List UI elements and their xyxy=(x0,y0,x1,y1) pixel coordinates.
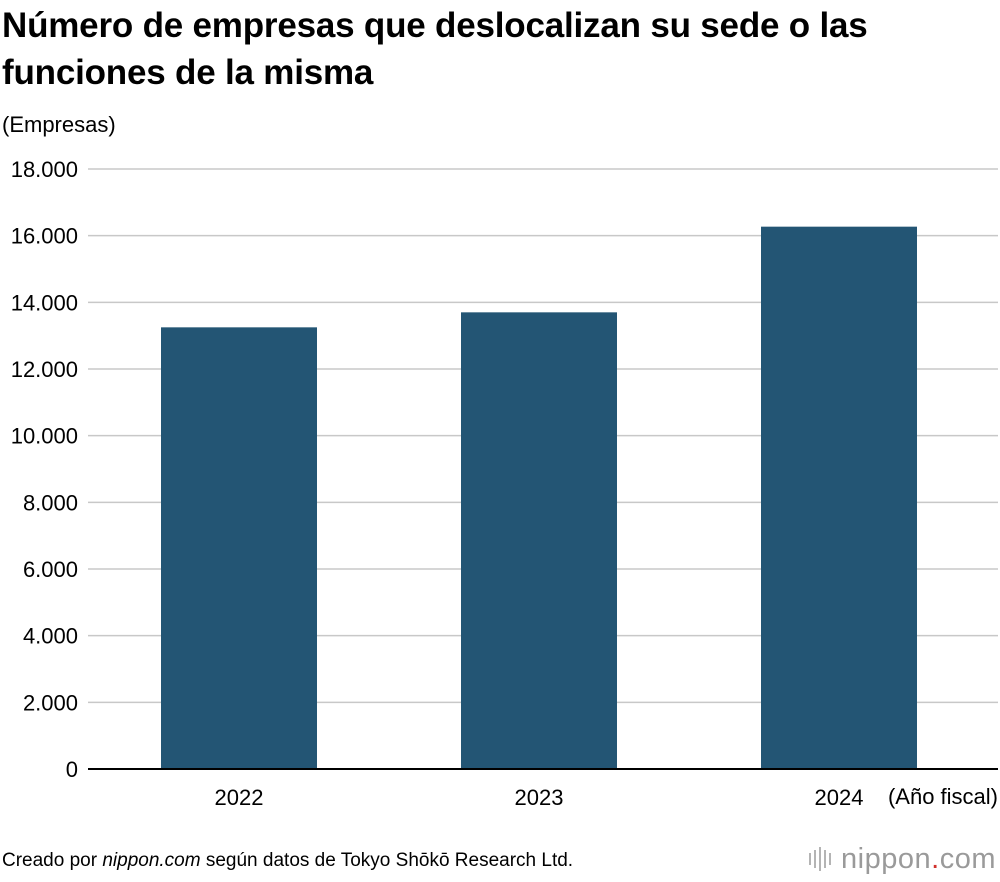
x-tick-label: 2024 xyxy=(815,785,864,810)
source-site: nippon.com xyxy=(102,850,201,871)
logo-suffix: com xyxy=(939,842,996,875)
logo-name: nippon xyxy=(841,842,932,875)
bar-2024 xyxy=(761,226,917,770)
x-tick-label: 2023 xyxy=(515,785,564,810)
y-tick-label: 18.000 xyxy=(11,157,78,182)
logo-bars-icon xyxy=(809,847,834,871)
nippon-logo: nippon.com xyxy=(809,842,996,876)
y-tick-label: 6.000 xyxy=(23,557,78,582)
y-tick-label: 0 xyxy=(66,757,78,782)
chart-title: Número de empresas que deslocalizan su s… xyxy=(2,6,868,92)
bar-chart: 0 2.000 4.000 6.000 8.000 10.000 12.000 14.000 1… xyxy=(11,157,998,810)
y-tick-label: 2.000 xyxy=(23,690,78,715)
y-tick-label: 4.000 xyxy=(23,624,78,649)
bar-2022 xyxy=(161,327,317,769)
y-tick-label: 10.000 xyxy=(11,424,78,449)
x-axis-ticks: 2022 2023 2024 xyxy=(215,785,864,810)
x-axis-unit-label: (Año fiscal) xyxy=(887,784,998,809)
source-prefix: Creado por xyxy=(2,850,103,871)
y-axis-ticks: 0 2.000 4.000 6.000 8.000 10.000 12.000 14.000 1… xyxy=(11,157,78,782)
logo-dot: . xyxy=(931,842,940,875)
y-tick-label: 12.000 xyxy=(11,357,78,382)
y-axis-unit-label: (Empresas) xyxy=(2,112,116,137)
bar-2023 xyxy=(461,312,617,769)
source-note: Creado por nippon.com según datos de Tok… xyxy=(2,850,573,872)
y-tick-label: 8.000 xyxy=(23,490,78,515)
x-tick-label: 2022 xyxy=(215,785,264,810)
y-tick-label: 16.000 xyxy=(11,224,78,249)
y-tick-label: 14.000 xyxy=(11,290,78,315)
bars xyxy=(161,226,917,770)
source-suffix: según datos de Tokyo Shōkō Research Ltd. xyxy=(200,850,574,871)
